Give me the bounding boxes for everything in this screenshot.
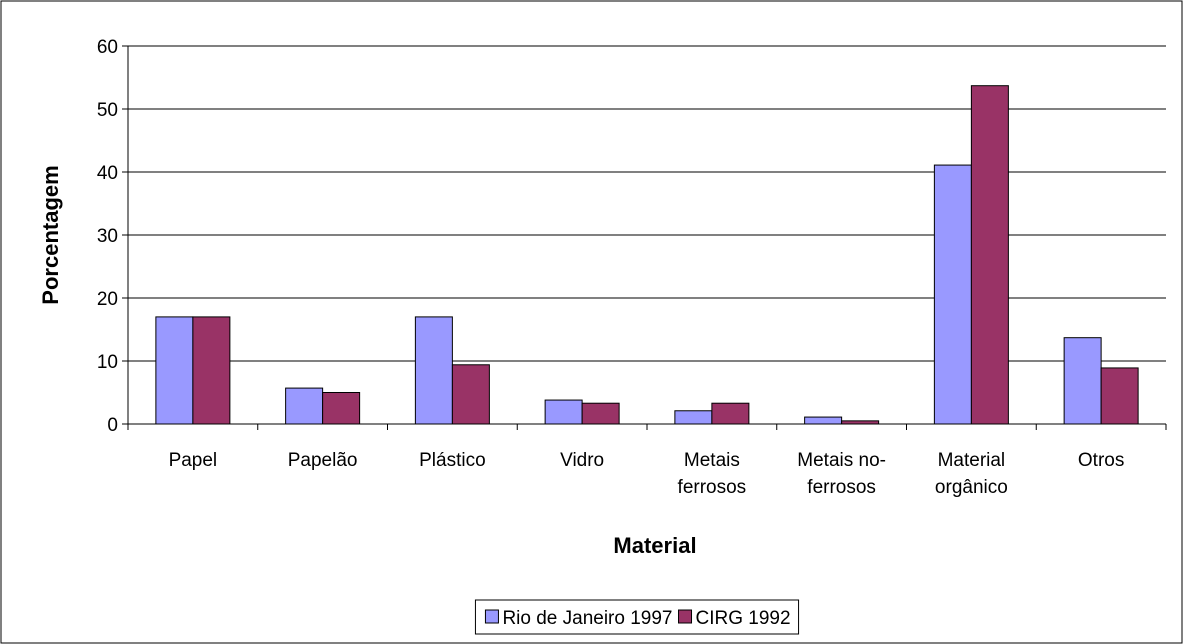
- legend: Rio de Janeiro 1997 CIRG 1992: [474, 599, 800, 635]
- y-tick-label: 20: [97, 289, 118, 310]
- bar: [674, 410, 713, 425]
- bar: [322, 392, 361, 425]
- x-tick-label: Metais no-ferrosos: [797, 450, 886, 498]
- bar: [970, 85, 1009, 425]
- bar: [544, 399, 583, 425]
- bar: [285, 387, 324, 425]
- x-tick-label: Otros: [1078, 450, 1124, 471]
- x-tick-label: Papel: [169, 450, 218, 471]
- x-tick-label: Metais ferrosos: [678, 450, 747, 498]
- bar: [1100, 367, 1139, 425]
- x-tick-label: Plástico: [419, 450, 486, 471]
- bar: [155, 316, 194, 425]
- bar: [1063, 337, 1102, 425]
- legend-label: CIRG 1992: [696, 608, 791, 629]
- bar: [711, 402, 750, 425]
- bar: [933, 164, 972, 425]
- y-tick-label: 10: [97, 352, 118, 373]
- x-tick-label: Papelão: [288, 450, 358, 471]
- y-tick-label: 40: [97, 163, 118, 184]
- x-tick-label: Material orgânico: [935, 450, 1008, 498]
- bar: [581, 402, 620, 425]
- bar: [192, 316, 231, 425]
- legend-swatch: [678, 609, 693, 624]
- y-tick-label: 30: [97, 226, 118, 247]
- y-tick-label: 50: [97, 100, 118, 121]
- y-axis-label: Porcentagem: [38, 165, 63, 304]
- x-axis-label: Material: [613, 533, 696, 558]
- legend-box: [474, 599, 800, 635]
- bar: [414, 316, 453, 425]
- bar: [804, 416, 843, 425]
- legend-swatch: [484, 609, 499, 624]
- legend-label: Rio de Janeiro 1997: [502, 608, 672, 629]
- bar: [451, 364, 490, 425]
- y-tick-label: 0: [107, 415, 118, 436]
- y-tick-label: 60: [97, 37, 118, 58]
- x-tick-label: Vidro: [560, 450, 604, 471]
